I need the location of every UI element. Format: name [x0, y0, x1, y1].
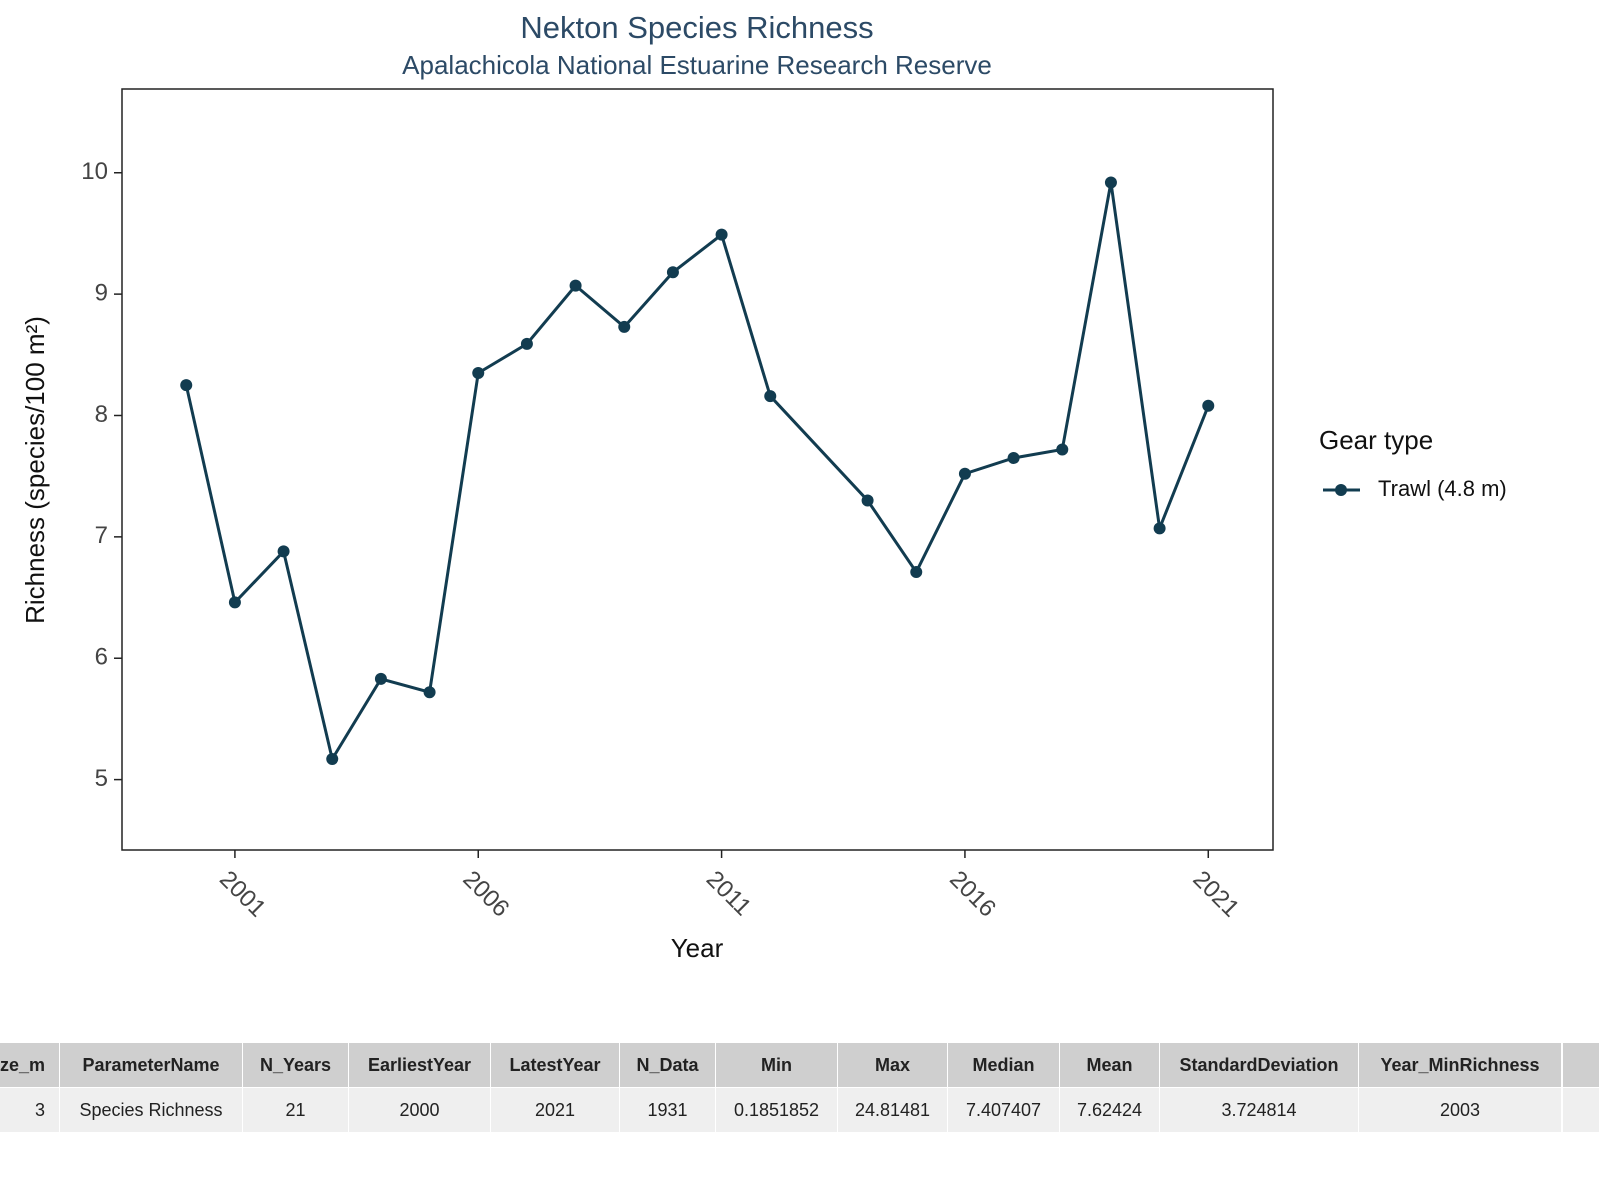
series-line: [184, 182, 1210, 763]
data-point: [569, 279, 582, 292]
table-header-cell: ParameterName: [60, 1043, 243, 1087]
y-tick-label: 6: [95, 644, 108, 671]
table-cell: 7.62424: [1060, 1088, 1160, 1132]
table-cell: 2003: [1359, 1088, 1562, 1132]
table-header-cell: StandardDeviation: [1160, 1043, 1359, 1087]
table-cell: 7.407407: [948, 1088, 1060, 1132]
y-tick-label: 5: [95, 765, 108, 792]
table-header-cell: N_Data: [620, 1043, 716, 1087]
data-point: [326, 752, 339, 765]
data-point: [374, 672, 387, 685]
data-point: [1104, 176, 1117, 189]
y-axis-label: Richness (species/100 m²): [20, 316, 50, 624]
data-point: [1056, 443, 1069, 456]
table-header-cell: Min: [716, 1043, 838, 1087]
legend-marker: [1335, 484, 1347, 496]
table-header-cell: Median: [948, 1043, 1060, 1087]
table-header-cell: N_Years: [243, 1043, 349, 1087]
table-header-cell: Max: [838, 1043, 948, 1087]
x-tick-label: 2006: [458, 866, 515, 923]
table-cell-partial: [1563, 1043, 1600, 1087]
table-cell-partial: [1563, 1088, 1600, 1132]
table-header-cell: ze_m: [0, 1043, 60, 1087]
y-tick-label: 8: [95, 401, 108, 428]
table-header-cell: EarliestYear: [349, 1043, 491, 1087]
data-point: [958, 467, 971, 480]
data-point: [715, 228, 728, 241]
x-tick-label: 2016: [944, 866, 1001, 923]
table-cell: Species Richness: [60, 1088, 243, 1132]
table-cell: 2021: [491, 1088, 620, 1132]
data-point: [618, 320, 631, 333]
data-point: [520, 337, 533, 350]
table-cell: 0.1851852: [716, 1088, 838, 1132]
table-cell: 3: [0, 1088, 60, 1132]
table-cell: 2000: [349, 1088, 491, 1132]
y-tick-label: 9: [95, 279, 108, 306]
data-point: [910, 566, 923, 579]
x-tick-label: 2021: [1188, 866, 1245, 923]
table-cell: 24.81481: [838, 1088, 948, 1132]
table-cell: 3.724814: [1160, 1088, 1359, 1132]
x-tick-label: 2001: [214, 866, 271, 923]
table-header-cell: LatestYear: [491, 1043, 620, 1087]
legend-label: Trawl (4.8 m): [1378, 476, 1507, 501]
data-point: [1153, 522, 1166, 535]
table-header-cell: Mean: [1060, 1043, 1160, 1087]
data-point: [277, 545, 290, 558]
data-point: [666, 266, 679, 279]
chart-subtitle: Apalachicola National Estuarine Research…: [402, 50, 992, 80]
data-point: [764, 390, 777, 403]
x-tick-label: 2011: [701, 866, 757, 922]
table-cell: 21: [243, 1088, 349, 1132]
legend-title: Gear type: [1319, 425, 1433, 455]
y-tick-label: 7: [95, 522, 108, 549]
chart-title: Nekton Species Richness: [520, 10, 873, 45]
data-point: [472, 367, 485, 380]
summary-table: ze_m ParameterName N_Years EarliestYear Late…: [0, 1043, 1600, 1133]
data-point: [423, 686, 436, 699]
x-axis-label: Year: [671, 933, 724, 963]
data-point: [1202, 399, 1215, 412]
table-header-cell: Year_MinRichness: [1359, 1043, 1562, 1087]
chart: Nekton Species Richness Apalachicola Nat…: [20, 10, 1507, 963]
y-tick-label: 10: [81, 158, 108, 185]
data-point: [180, 379, 193, 392]
data-point: [861, 494, 874, 507]
data-point: [228, 596, 241, 609]
table-cell: 1931: [620, 1088, 716, 1132]
plot-frame: [121, 88, 1274, 851]
data-point: [1007, 451, 1020, 464]
